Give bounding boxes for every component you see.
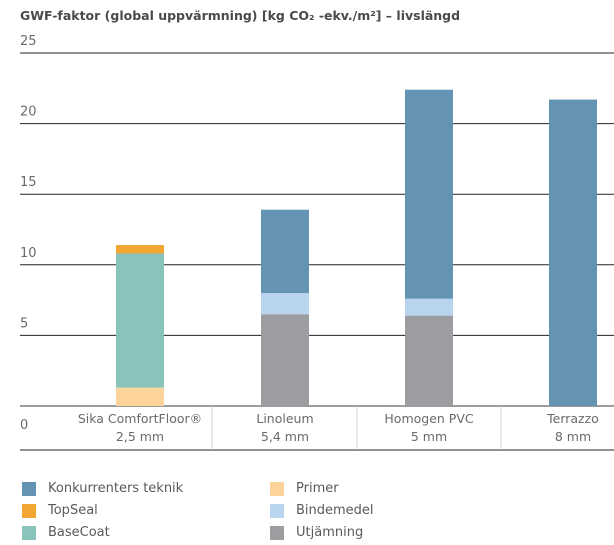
y-tick-label: 25 [20,34,37,49]
labels-layer: 0 5 10 15 20 25 Sika ComfortFloor® 2,5 mm Linole… [20,34,599,444]
legend-swatch [270,503,284,518]
legend-label: BaseCoat [48,525,110,540]
legend-swatch [22,481,36,496]
bars-layer [116,89,597,406]
legend-item-basecoat: BaseCoat [22,525,110,540]
bar-topseal-0 [116,245,164,254]
x-tick-label: Terrazzo [546,411,599,426]
legend-swatch [22,525,36,540]
y-tick-label: 10 [20,246,37,261]
x-tick-label: Sika ComfortFloor® [78,411,202,426]
legend-item-topseal: TopSeal [22,503,98,518]
legend-swatch [22,503,36,518]
bar-konkurrenters-teknik-3 [549,99,597,406]
bar-bindemedel-2 [405,298,453,316]
bar-basecoat-0 [116,253,164,388]
x-tick-sublabel: 8 mm [555,429,591,444]
y-tick-label: 20 [20,105,37,120]
legend-item-utjamning: Utjämning [270,525,363,540]
bar-utj-mning-2 [405,315,453,406]
grid-layer [20,52,614,451]
bar-bindemedel-1 [261,293,309,315]
bar-primer-0 [116,387,164,406]
x-tick-sublabel: 5 mm [411,429,447,444]
x-tick-sublabel: 5,4 mm [261,429,309,444]
legend-label: TopSeal [48,503,98,518]
chart-title: GWF-faktor (global uppvärmning) [kg CO₂ … [20,8,461,23]
y-tick-label: 15 [20,175,37,190]
x-tick-sublabel: 2,5 mm [116,429,164,444]
legend-label: Konkurrenters teknik [48,481,184,496]
bar-konkurrenters-teknik-1 [261,209,309,294]
bar-utj-mning-1 [261,314,309,406]
bar-konkurrenters-teknik-2 [405,89,453,299]
x-tick-label: Linoleum [256,411,313,426]
y-tick-label: 0 [20,418,28,433]
legend-label: Bindemedel [296,503,374,518]
legend-item-konkurrenters: Konkurrenters teknik [22,481,183,496]
x-tick-label: Homogen PVC [384,411,473,426]
legend-swatch [270,481,284,496]
legend-swatch [270,525,284,540]
legend-item-primer: Primer [270,481,339,496]
legend-label: Utjämning [296,525,364,540]
y-tick-label: 5 [20,316,28,331]
legend-item-bindemedel: Bindemedel [270,503,374,518]
legend-label: Primer [296,481,339,496]
